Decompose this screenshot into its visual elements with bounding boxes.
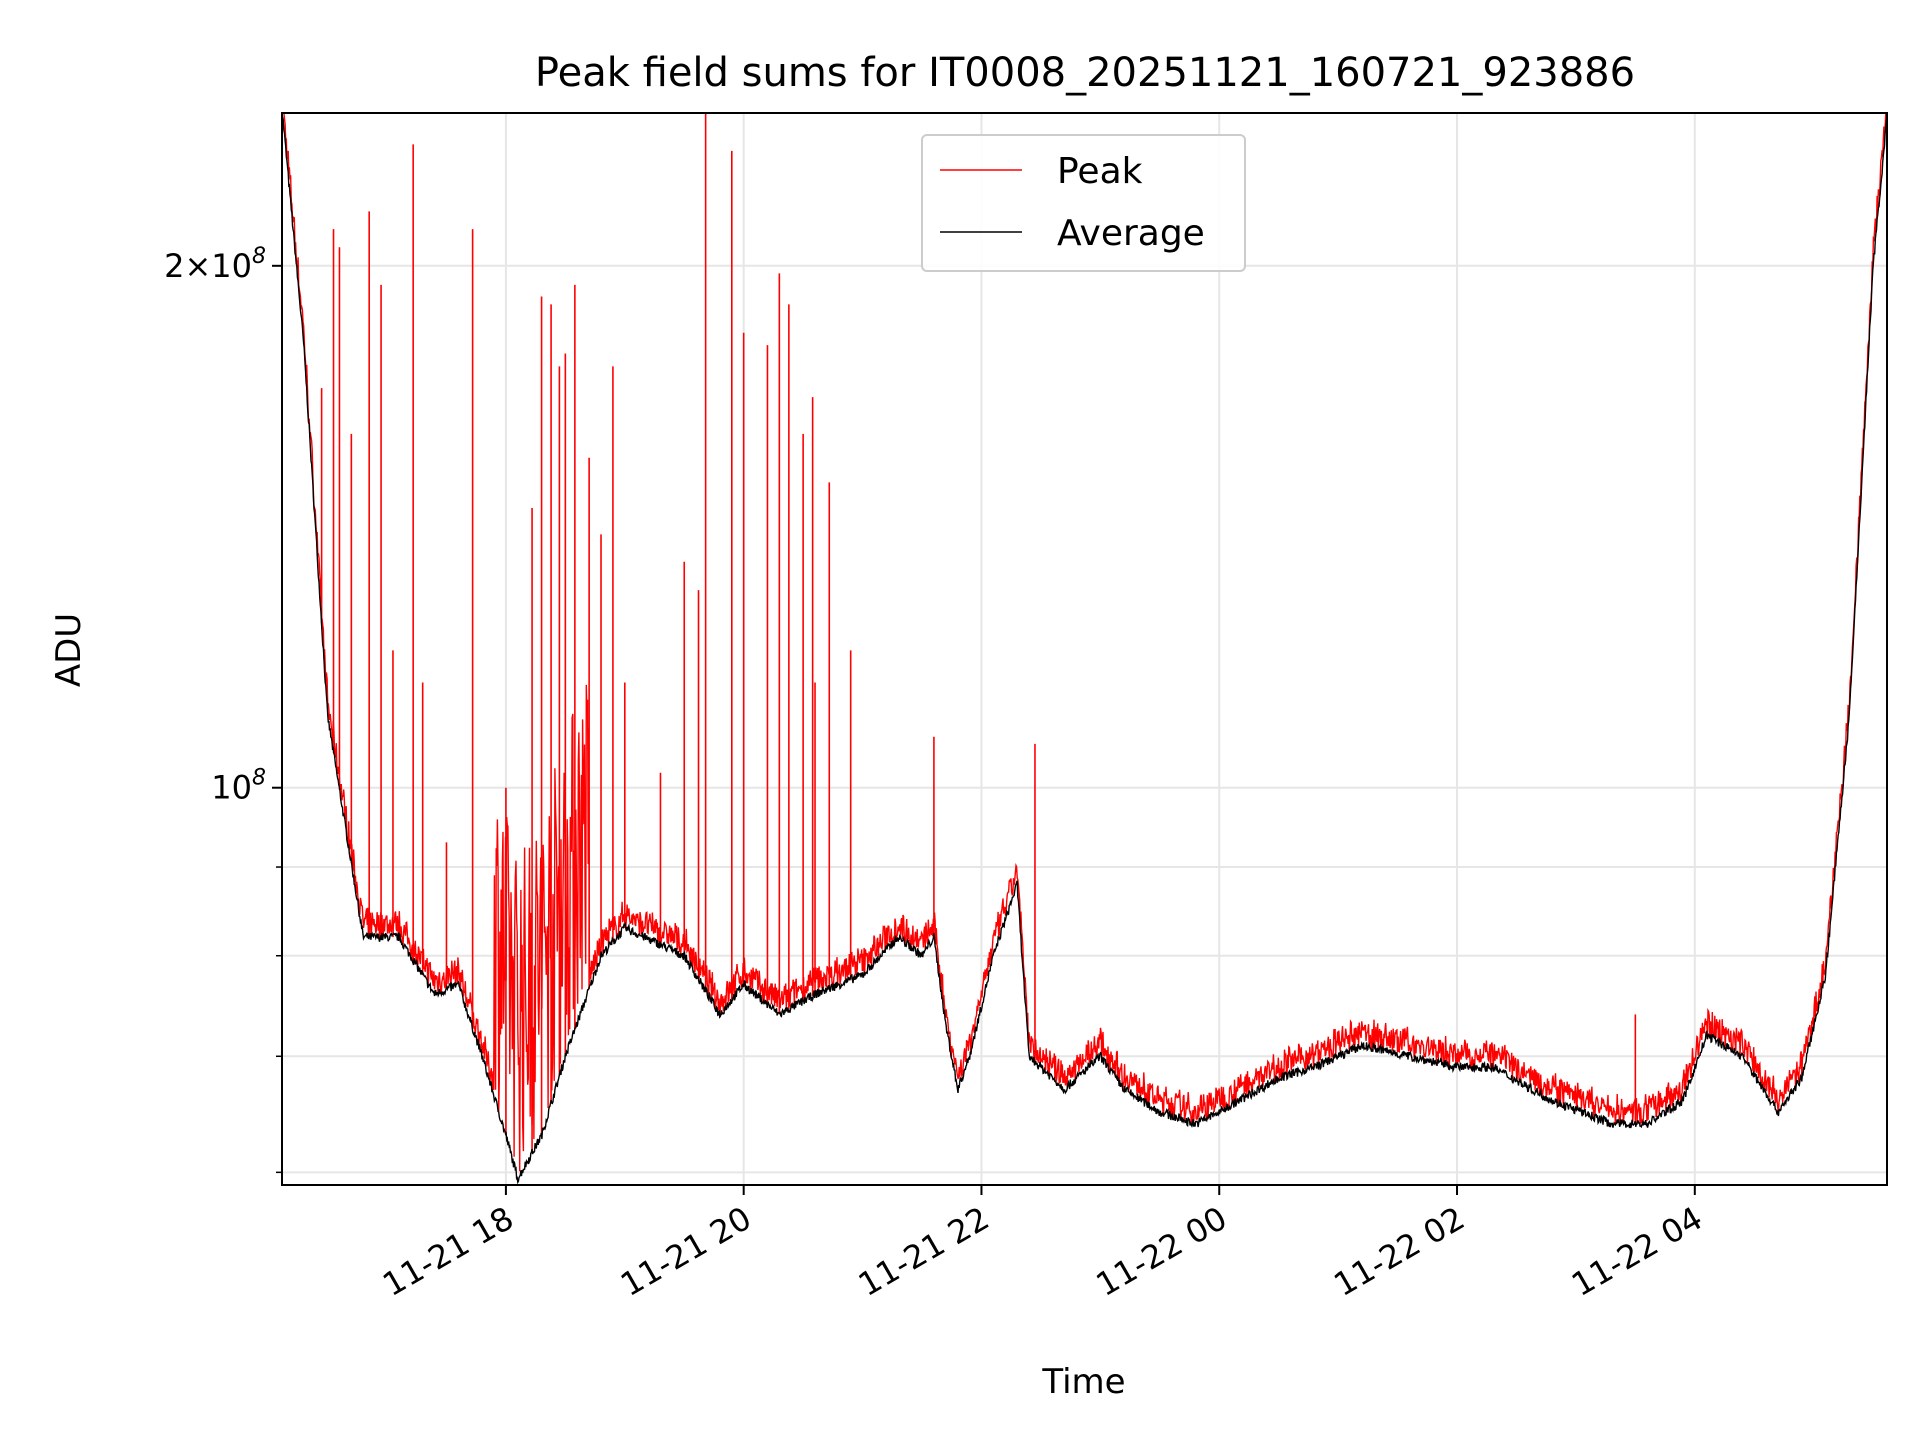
legend: Peak Average bbox=[921, 134, 1246, 272]
legend-average-label: Average bbox=[1057, 213, 1205, 254]
y-axis: 2×108 108 bbox=[164, 244, 282, 1174]
y-tick-label: 2×108 bbox=[164, 244, 266, 285]
chart-title: Peak field sums for IT0008_20251121_1607… bbox=[535, 50, 1635, 96]
y-tick-label: 108 bbox=[211, 766, 266, 807]
average-series-line bbox=[281, 116, 1888, 1185]
legend-peak-label: Peak bbox=[1057, 151, 1143, 192]
y-axis-label: ADU bbox=[49, 613, 89, 687]
legend-box bbox=[921, 134, 1246, 272]
series-layer bbox=[281, 112, 1888, 1185]
x-axis-label: Time bbox=[1041, 1362, 1125, 1402]
plot-frame bbox=[281, 112, 1888, 1186]
